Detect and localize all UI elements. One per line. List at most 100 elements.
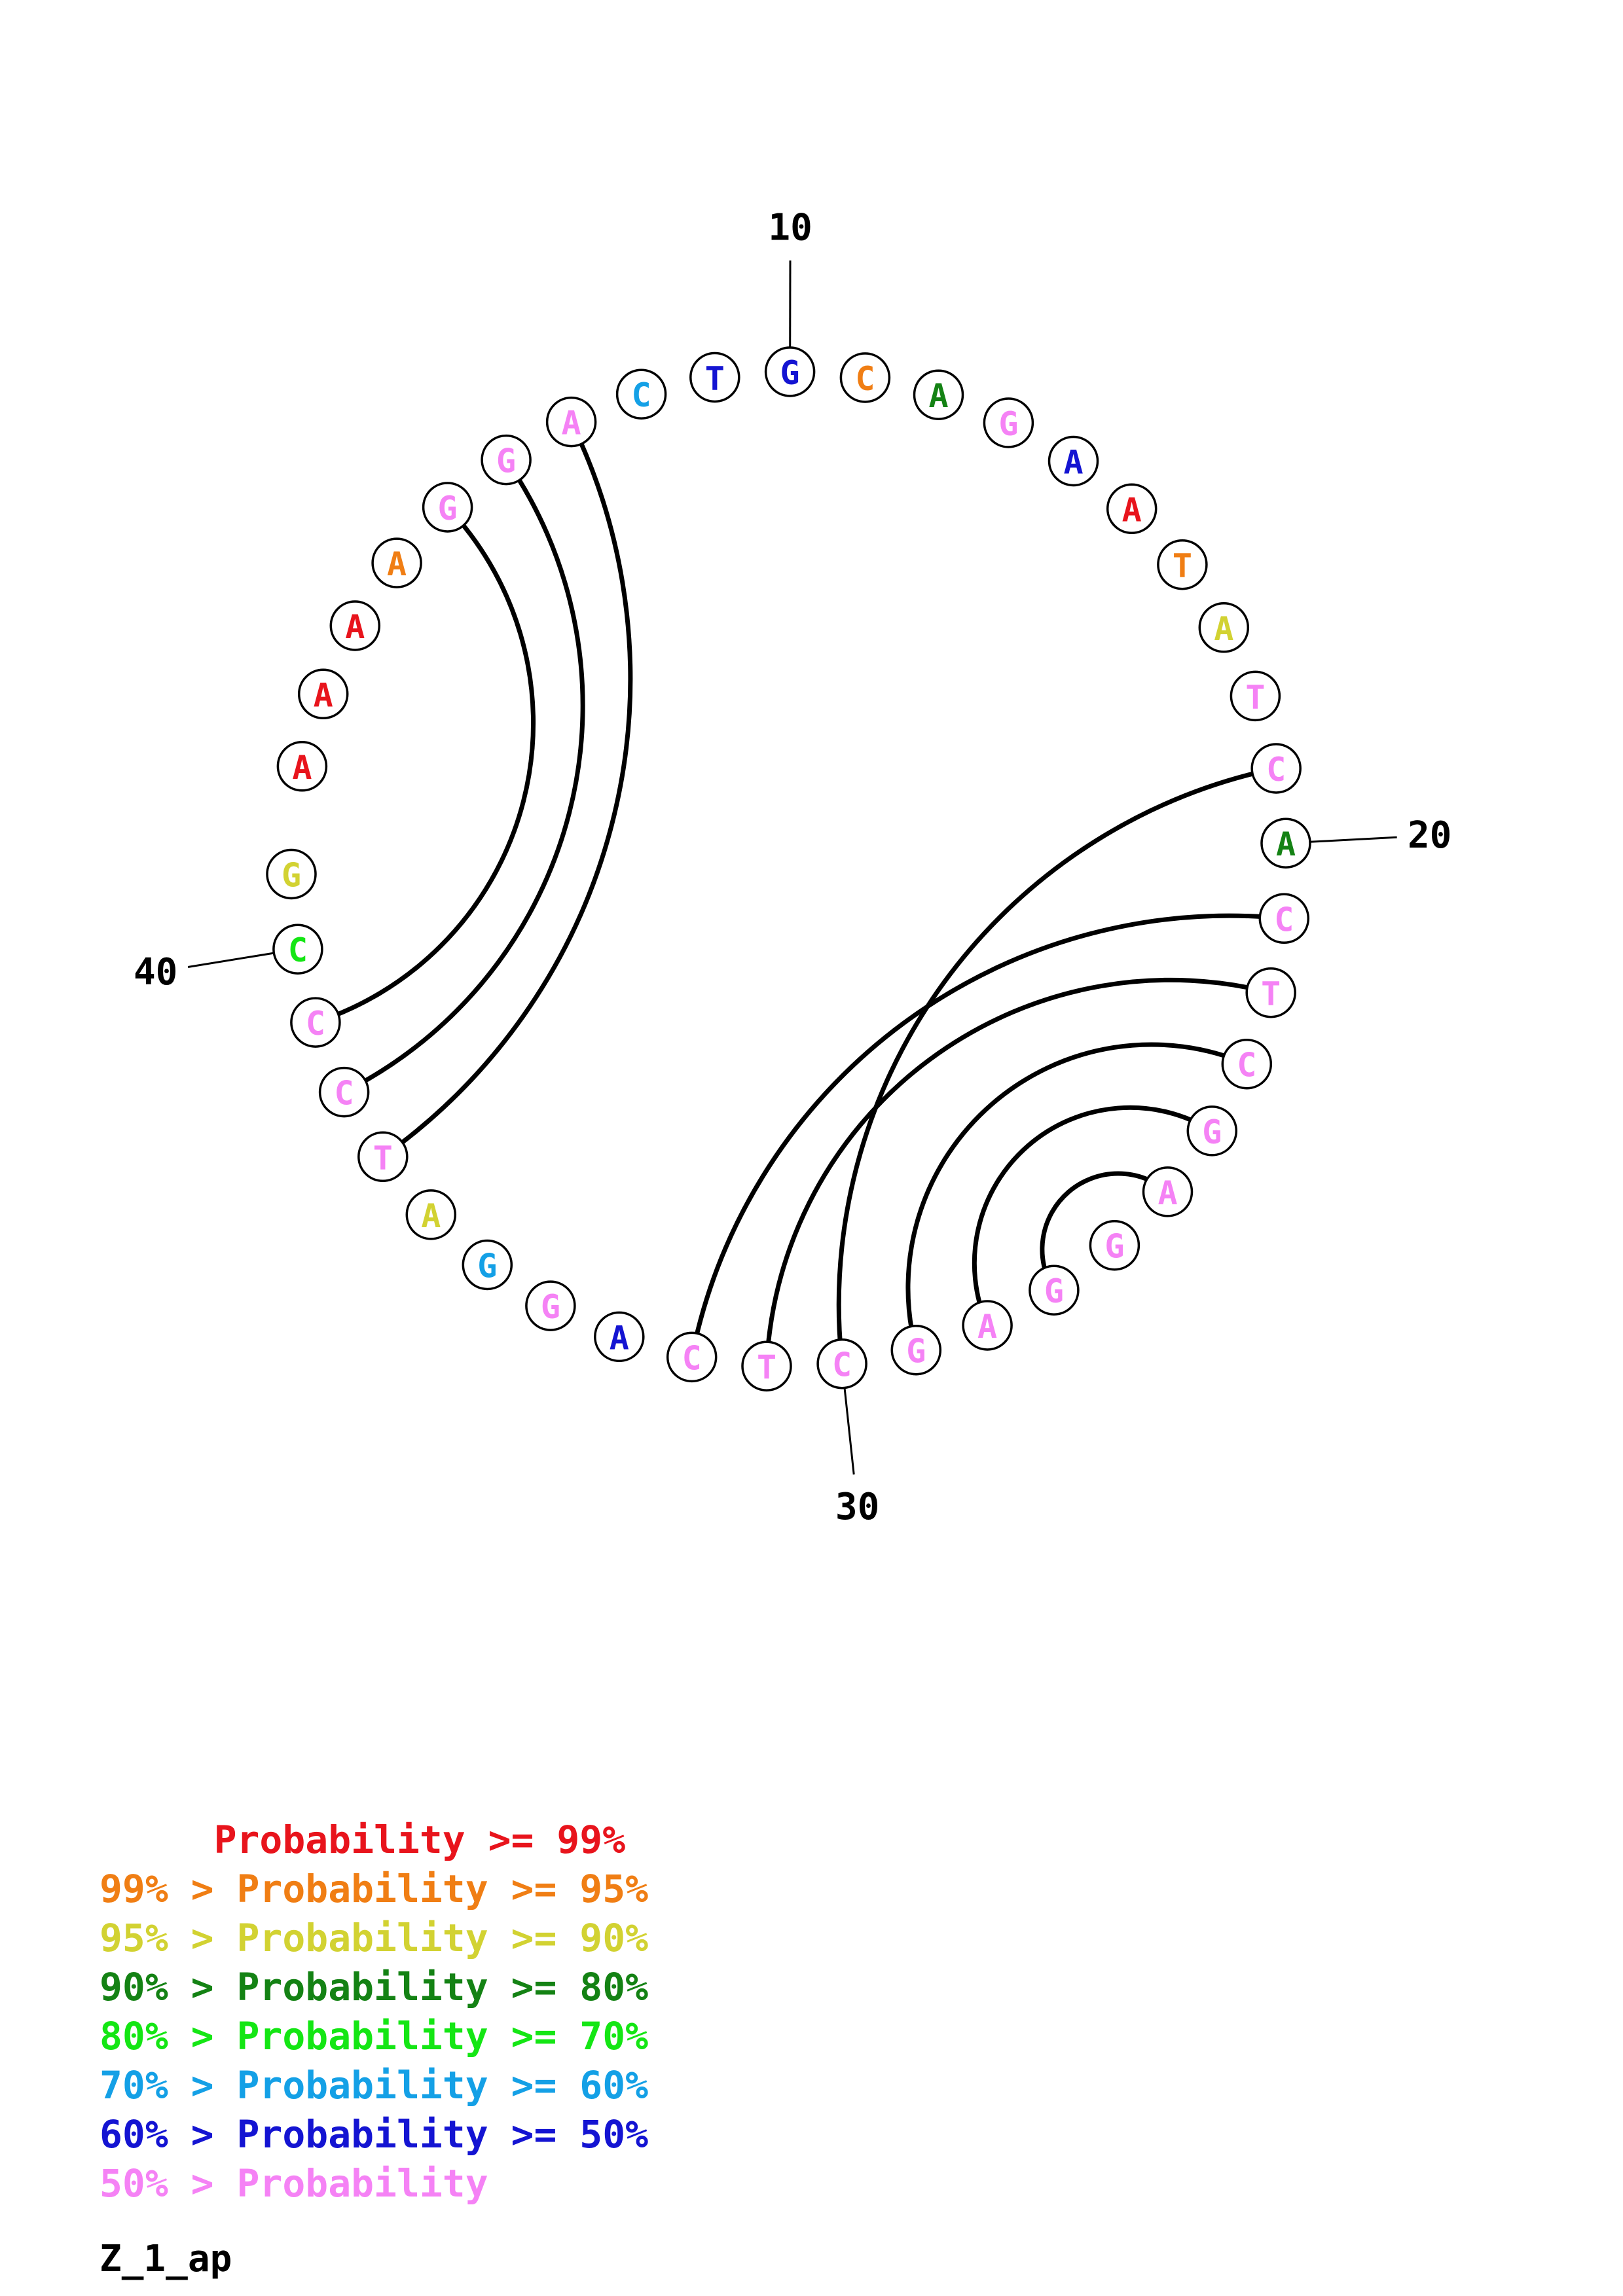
- nucleotide-25: A: [1142, 1166, 1194, 1217]
- nucleotide-circle: [962, 1300, 1013, 1351]
- pair-arc-25-27: [1040, 1171, 1170, 1293]
- nucleotide-letter: A: [1122, 491, 1142, 529]
- tick-label-30: 30: [835, 1486, 879, 1528]
- nucleotide-circle: [1048, 435, 1099, 487]
- nucleotide-26: G: [1089, 1219, 1140, 1271]
- nucleotide-21: C: [1258, 893, 1310, 944]
- legend-entry: 90% > Probability >= 80%: [100, 1965, 648, 2009]
- nucleotide-circle: [1029, 1265, 1080, 1316]
- nucleotide-circle: [1250, 743, 1302, 794]
- nucleotide-circle: [689, 351, 740, 403]
- nucleotide-circle: [1186, 1105, 1238, 1157]
- nucleotide-20: A: [1260, 817, 1311, 869]
- nucleotide-letter: T: [1245, 678, 1265, 716]
- nucleotide-33: A: [594, 1311, 645, 1363]
- nucleotide-circle: [764, 346, 816, 397]
- nucleotide-letter: G: [477, 1247, 497, 1285]
- nucleotide-circle: [272, 924, 323, 975]
- nucleotide-circle: [525, 1280, 576, 1331]
- nucleotide-circle: [318, 1066, 370, 1118]
- pair-arc-19-30: [836, 766, 1279, 1367]
- nucleotide-letter: C: [1274, 901, 1294, 939]
- nucleotide-18: T: [1230, 670, 1281, 722]
- legend-entry: 50% > Probability: [100, 2161, 488, 2206]
- nucleotide-37: T: [357, 1131, 409, 1183]
- nucleotide-letter: C: [306, 1005, 325, 1043]
- nucleotide-9: T: [689, 351, 740, 403]
- legend-entry: Probability >= 99%: [100, 1818, 625, 1862]
- nucleotide-circle: [1089, 1219, 1140, 1271]
- nucleotide-letter: T: [1173, 547, 1192, 585]
- nucleotide-letter: A: [610, 1319, 629, 1357]
- nucleotide-11: C: [839, 352, 891, 403]
- nucleotide-circle: [422, 482, 473, 533]
- nucleotide-letter: A: [977, 1308, 997, 1346]
- nucleotide-8: C: [615, 368, 667, 420]
- nucleotide-letter: T: [705, 360, 725, 398]
- nucleotide-6: G: [481, 434, 532, 486]
- nucleotide-31: T: [741, 1340, 792, 1391]
- nucleotide-circle: [276, 741, 328, 792]
- nucleotide-24: G: [1186, 1105, 1238, 1157]
- nucleotide-circle: [1198, 602, 1250, 653]
- nucleotide-27: G: [1029, 1265, 1080, 1316]
- tick-label-10: 10: [768, 207, 812, 249]
- nucleotide-23: C: [1221, 1038, 1273, 1090]
- nucleotide-36: A: [405, 1189, 457, 1240]
- nucleotide-letter: A: [1158, 1174, 1177, 1212]
- nucleotide-19: C: [1250, 743, 1302, 794]
- legend-entry: 60% > Probability >= 50%: [100, 2112, 648, 2157]
- nucleotide-letter: C: [682, 1339, 702, 1377]
- nucleotide-16: T: [1157, 539, 1208, 590]
- nucleotide-circle: [615, 368, 667, 420]
- nucleotide-letter: T: [1261, 975, 1281, 1013]
- nucleotide-circle: [1245, 967, 1296, 1018]
- nucleotide-35: G: [462, 1239, 513, 1291]
- nucleotide-5: G: [422, 482, 473, 533]
- nucleotide-12: A: [913, 369, 964, 420]
- nucleotide-circle: [329, 600, 381, 651]
- nucleotide-circle: [816, 1338, 867, 1390]
- nucleotide-4: A: [371, 537, 422, 588]
- nucleotide-circle: [371, 537, 422, 588]
- nucleotide-letter: T: [373, 1139, 393, 1177]
- nucleotide-letter: A: [1063, 444, 1083, 482]
- nucleotide-circle: [983, 397, 1034, 448]
- nucleotide-circle: [741, 1340, 792, 1391]
- nucleotide-circle: [1157, 539, 1208, 590]
- nucleotide-circle: [1221, 1038, 1273, 1090]
- base-pair-arcs: [313, 420, 1286, 1369]
- nucleotide-circle: [405, 1189, 457, 1240]
- nucleotide-letter: C: [1237, 1047, 1256, 1085]
- nucleotide-letter: A: [421, 1197, 441, 1235]
- pair-arc-7-37: [380, 420, 633, 1159]
- nucleotide-letter: G: [1202, 1113, 1222, 1151]
- legend-entry: 99% > Probability >= 95%: [100, 1867, 648, 1911]
- nucleotide-letter: A: [1214, 610, 1233, 648]
- nucleotide-38: C: [318, 1066, 370, 1118]
- pair-arc-6-38: [342, 457, 585, 1095]
- structure-name: Z_1_ap: [100, 2238, 232, 2280]
- position-ticks: 10 20 30 40: [134, 207, 1451, 1528]
- nucleotide-1: A: [276, 741, 328, 792]
- tick-line-40: [187, 952, 274, 968]
- nucleotide-10: G: [764, 346, 816, 397]
- pair-arc-21-32: [689, 913, 1286, 1359]
- nucleotide-letter: G: [438, 490, 458, 528]
- nucleotide-30: C: [816, 1338, 867, 1390]
- tick-line-30: [843, 1388, 855, 1475]
- nucleotide-14: A: [1048, 435, 1099, 487]
- nucleotide-29: G: [890, 1324, 942, 1376]
- nucleotide-letter: G: [282, 857, 301, 895]
- nucleotide-circle: [1230, 670, 1281, 722]
- nucleotide-letter: C: [855, 360, 875, 398]
- nucleotide-letter: C: [632, 376, 651, 414]
- nucleotide-circle: [1142, 1166, 1194, 1217]
- nucleotide-28: A: [962, 1300, 1013, 1351]
- nucleotide-15: A: [1106, 483, 1158, 535]
- nucleotide-2: A: [297, 668, 349, 720]
- nucleotide-circle: [1106, 483, 1158, 535]
- nucleotide-letter: A: [314, 676, 333, 714]
- nucleotide-13: G: [983, 397, 1034, 448]
- nucleotide-letter: A: [1276, 825, 1296, 863]
